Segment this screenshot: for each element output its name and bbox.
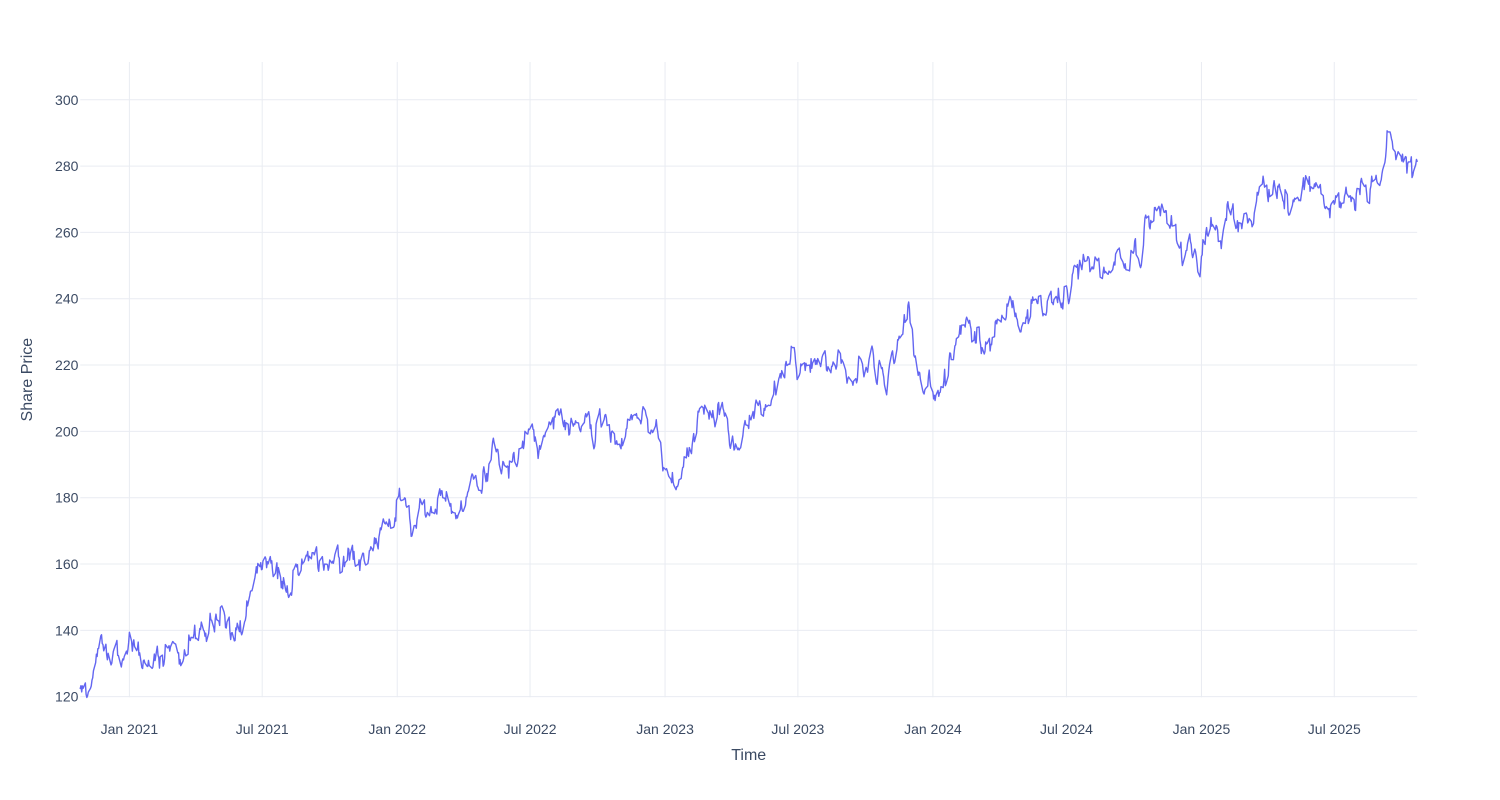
svg-text:Jan 2025: Jan 2025 bbox=[1173, 721, 1231, 737]
svg-text:Jul 2025: Jul 2025 bbox=[1308, 721, 1361, 737]
svg-text:160: 160 bbox=[55, 556, 79, 572]
svg-text:Jul 2023: Jul 2023 bbox=[771, 721, 824, 737]
svg-text:Share Price: Share Price bbox=[19, 338, 36, 422]
svg-text:Jan 2021: Jan 2021 bbox=[101, 721, 159, 737]
svg-text:200: 200 bbox=[55, 423, 79, 439]
svg-text:120: 120 bbox=[55, 689, 79, 705]
svg-text:300: 300 bbox=[55, 92, 79, 108]
svg-text:Jul 2022: Jul 2022 bbox=[504, 721, 557, 737]
svg-text:140: 140 bbox=[55, 622, 79, 638]
svg-text:Jan 2024: Jan 2024 bbox=[904, 721, 962, 737]
svg-text:180: 180 bbox=[55, 490, 79, 506]
svg-text:Jan 2022: Jan 2022 bbox=[368, 721, 426, 737]
svg-text:220: 220 bbox=[55, 357, 79, 373]
svg-text:Jul 2021: Jul 2021 bbox=[236, 721, 289, 737]
svg-text:260: 260 bbox=[55, 224, 79, 240]
svg-text:240: 240 bbox=[55, 291, 79, 307]
svg-text:Jul 2024: Jul 2024 bbox=[1040, 721, 1093, 737]
svg-text:Time: Time bbox=[731, 747, 766, 764]
svg-text:280: 280 bbox=[55, 158, 79, 174]
svg-text:Jan 2023: Jan 2023 bbox=[636, 721, 694, 737]
